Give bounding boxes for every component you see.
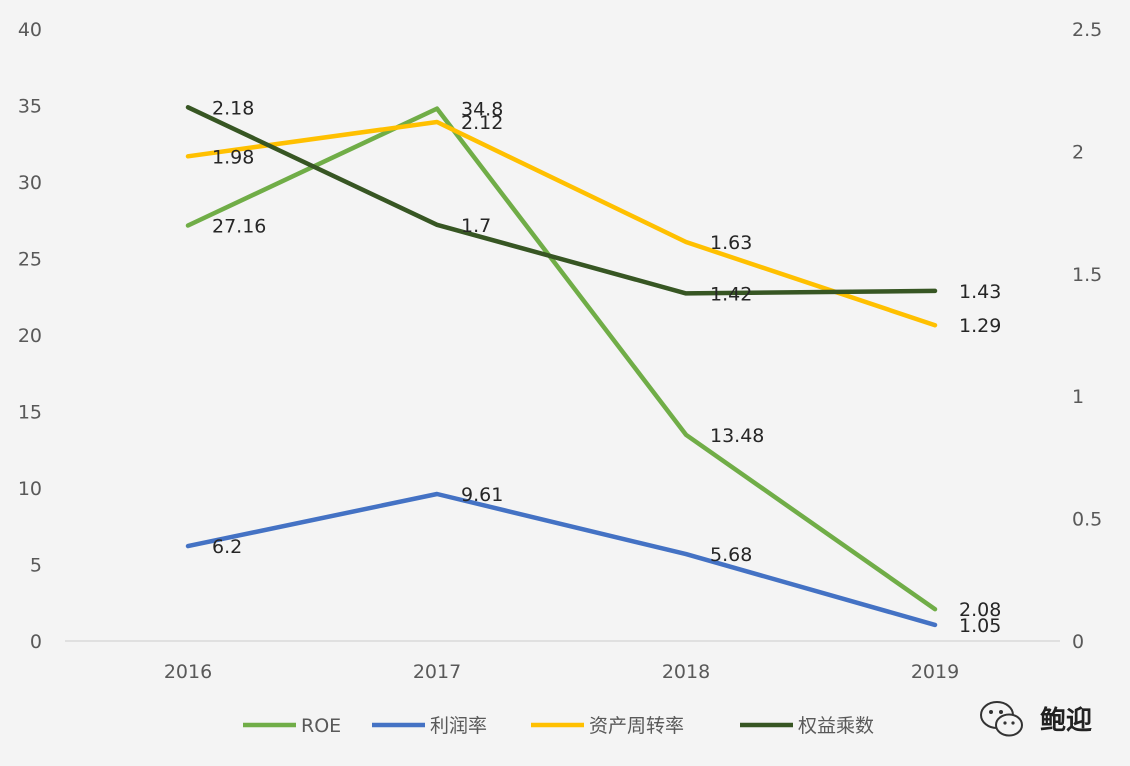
right-tick-label: 2.5 — [1072, 19, 1102, 41]
watermark-text: 鲍迎 — [1040, 706, 1093, 736]
legend-label: ROE — [301, 715, 341, 737]
series-line-3 — [185, 105, 938, 296]
data-label: 9.61 — [461, 484, 503, 506]
left-tick-label: 5 — [30, 555, 42, 577]
data-labels: 27.16 34.8 13.48 2.08 6.2 9.61 5.68 1.05 1.98 2.1… — [212, 97, 1001, 637]
data-label: 1.43 — [959, 281, 1001, 303]
right-tick-label: 2 — [1072, 141, 1084, 163]
legend-label: 资产周转率 — [589, 715, 684, 737]
series-lines — [185, 105, 938, 628]
left-y-axis: 0 5 10 15 20 25 30 35 40 — [18, 19, 42, 653]
x-tick-label: 2016 — [164, 661, 212, 683]
data-label: 2.08 — [959, 599, 1001, 621]
data-label: 27.16 — [212, 215, 266, 237]
x-tick-label: 2019 — [911, 661, 959, 683]
left-tick-label: 10 — [18, 478, 42, 500]
left-tick-label: 20 — [18, 325, 42, 347]
right-tick-label: 1.5 — [1072, 264, 1102, 286]
left-tick-label: 15 — [18, 402, 42, 424]
left-tick-label: 40 — [18, 19, 42, 41]
legend-label: 利润率 — [430, 715, 487, 737]
data-label: 1.05 — [959, 615, 1001, 637]
right-tick-label: 1 — [1072, 386, 1084, 408]
legend: ROE 利润率 资产周转率 权益乘数 — [243, 715, 874, 737]
data-label: 2.18 — [212, 97, 254, 119]
x-tick-label: 2017 — [413, 661, 461, 683]
data-label: 1.63 — [710, 232, 752, 254]
data-label: 1.7 — [461, 215, 491, 237]
left-tick-label: 35 — [18, 96, 42, 118]
data-label: 13.48 — [710, 425, 764, 447]
x-tick-label: 2018 — [662, 661, 710, 683]
right-tick-label: 0.5 — [1072, 509, 1102, 531]
data-label: 2.12 — [461, 112, 503, 134]
left-tick-label: 30 — [18, 172, 42, 194]
data-label: 1.29 — [959, 315, 1001, 337]
data-label: 34.8 — [461, 99, 503, 121]
right-tick-label: 0 — [1072, 631, 1084, 653]
watermark — [975, 695, 1100, 743]
data-label: 5.68 — [710, 544, 752, 566]
left-tick-label: 25 — [18, 249, 42, 271]
x-axis: 2016 2017 2018 2019 — [164, 661, 959, 683]
left-tick-label: 0 — [30, 631, 42, 653]
data-label: 1.42 — [710, 283, 752, 305]
right-y-axis: 0 0.5 1 1.5 2 2.5 — [1072, 19, 1102, 653]
series-line-1 — [185, 491, 938, 628]
wechat-icon — [980, 701, 1023, 737]
data-label: 6.2 — [212, 536, 242, 558]
series-line-2 — [185, 119, 938, 328]
data-label: 1.98 — [212, 146, 254, 168]
legend-label: 权益乘数 — [798, 715, 874, 737]
